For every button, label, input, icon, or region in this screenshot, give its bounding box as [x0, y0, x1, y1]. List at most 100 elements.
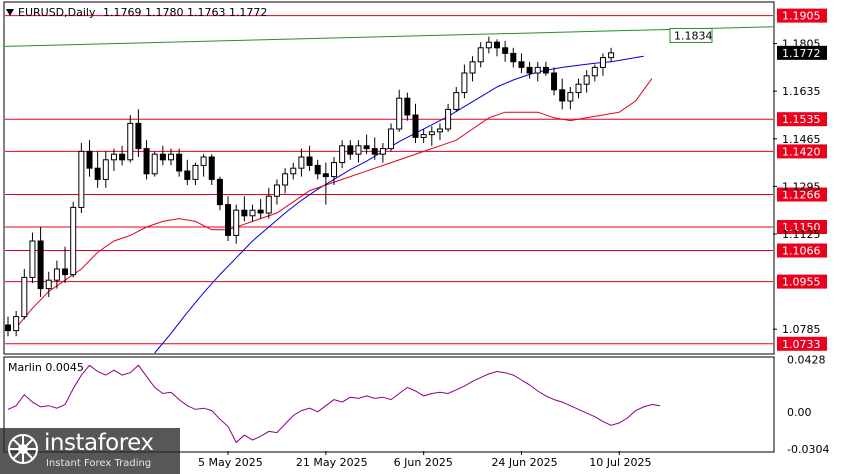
candle-body-bear: [86, 150, 93, 169]
candle-body-bull: [461, 72, 468, 94]
candle: [37, 227, 44, 297]
candle: [494, 39, 500, 57]
candle: [53, 260, 60, 289]
level-price-tag: [777, 274, 827, 289]
candle-body-bear: [322, 173, 329, 178]
candle: [608, 47, 615, 62]
level-price-tag: [777, 112, 827, 127]
brand-mark-icon: [8, 434, 38, 464]
candle: [567, 87, 574, 110]
candle-body-bear: [94, 167, 101, 180]
candle-body-bull: [339, 145, 346, 164]
candle: [404, 92, 411, 121]
candle-body-bull: [78, 150, 85, 208]
candle-body-bear: [135, 122, 142, 150]
candle-body-bull: [273, 184, 280, 197]
candle: [363, 134, 370, 155]
candle-body-bull: [428, 131, 435, 136]
candle-body-bear: [502, 47, 509, 54]
candle: [575, 78, 582, 99]
candle: [371, 137, 378, 160]
candle: [257, 199, 264, 219]
candle: [526, 61, 533, 79]
candle: [322, 162, 329, 205]
candle-body-bear: [306, 156, 313, 166]
level-price-tag: [777, 243, 827, 258]
candle-body-bull: [21, 276, 28, 318]
candle-body-bear: [225, 204, 232, 236]
level-price-label: 1.0733: [782, 338, 821, 351]
ma-blue-line: [154, 55, 644, 354]
candle-body-bull: [249, 209, 256, 217]
candle: [469, 56, 476, 82]
candle: [599, 53, 606, 76]
candle-body-bull: [534, 66, 541, 74]
candle: [379, 143, 386, 163]
candle-body-bull: [591, 66, 598, 77]
candle-body-bear: [208, 156, 215, 180]
candle: [151, 151, 158, 177]
candle: [445, 103, 452, 132]
trendline: 1.1834: [4, 26, 774, 47]
candle: [159, 145, 166, 166]
candle-body-bear: [412, 114, 419, 138]
date-tick-label: 6 Jun 2025: [394, 456, 453, 469]
trendline-label: 1.1834: [674, 29, 713, 42]
candle: [78, 143, 85, 213]
level-price-label: 1.1066: [782, 245, 821, 258]
candle: [102, 151, 109, 188]
candle-body-bull: [583, 75, 590, 85]
candle: [119, 145, 126, 166]
candle: [70, 201, 77, 278]
oscillator-tick-label: -0.0304: [787, 443, 829, 456]
level-price-tag: [777, 8, 827, 23]
candle: [502, 40, 509, 62]
candle-body-bull: [575, 83, 582, 94]
candle: [45, 271, 52, 297]
candle-body-bear: [143, 148, 150, 175]
candle-body-bear: [404, 97, 411, 116]
date-tick-label: 24 Jun 2025: [491, 456, 557, 469]
candle: [249, 204, 256, 222]
candle-body-bear: [5, 324, 11, 332]
candle: [225, 196, 232, 241]
oscillator-tick-label: 0.00: [787, 406, 812, 419]
candle-body-bull: [445, 108, 452, 130]
candle: [86, 140, 93, 177]
candle: [314, 159, 321, 180]
candle: [518, 53, 525, 73]
date-tick-label: 10 Jul 2025: [589, 456, 651, 469]
candle: [510, 47, 517, 68]
candles: [5, 36, 615, 337]
oscillator-line: [7, 364, 661, 444]
candle: [551, 67, 558, 96]
candle: [143, 140, 150, 180]
candle: [559, 78, 566, 110]
candle-body-bull: [477, 47, 484, 63]
candle: [29, 232, 36, 283]
price-tick-label: 1.1465: [782, 133, 821, 146]
candle: [135, 109, 142, 157]
ohlc-label: 1.1769 1.1780 1.1763 1.1772: [103, 6, 267, 19]
candle: [168, 148, 174, 166]
candle-body-bull: [151, 153, 158, 175]
candle: [241, 196, 248, 222]
candle-body-bull: [396, 97, 403, 130]
candle-body-bear: [257, 209, 264, 214]
candle: [282, 168, 289, 194]
candle: [176, 148, 183, 177]
candle: [339, 140, 346, 169]
level-price-tag: [777, 187, 827, 202]
candle: [62, 246, 69, 283]
price-tick-label: 1.1125: [782, 228, 821, 241]
candle-body-bear: [494, 41, 500, 49]
chart-header: EURUSD,Daily 1.1769 1.1780 1.1763 1.1772: [18, 6, 267, 19]
candle: [420, 129, 427, 143]
brand-tagline: Instant Forex Trading: [46, 458, 152, 469]
candle-body-bull: [127, 122, 134, 161]
candle-body-bear: [314, 164, 321, 175]
candle-body-bull: [110, 153, 117, 161]
candle-body-bull: [420, 134, 427, 138]
candle-body-bull: [200, 156, 207, 166]
price-tick-label: 1.0785: [782, 323, 821, 336]
